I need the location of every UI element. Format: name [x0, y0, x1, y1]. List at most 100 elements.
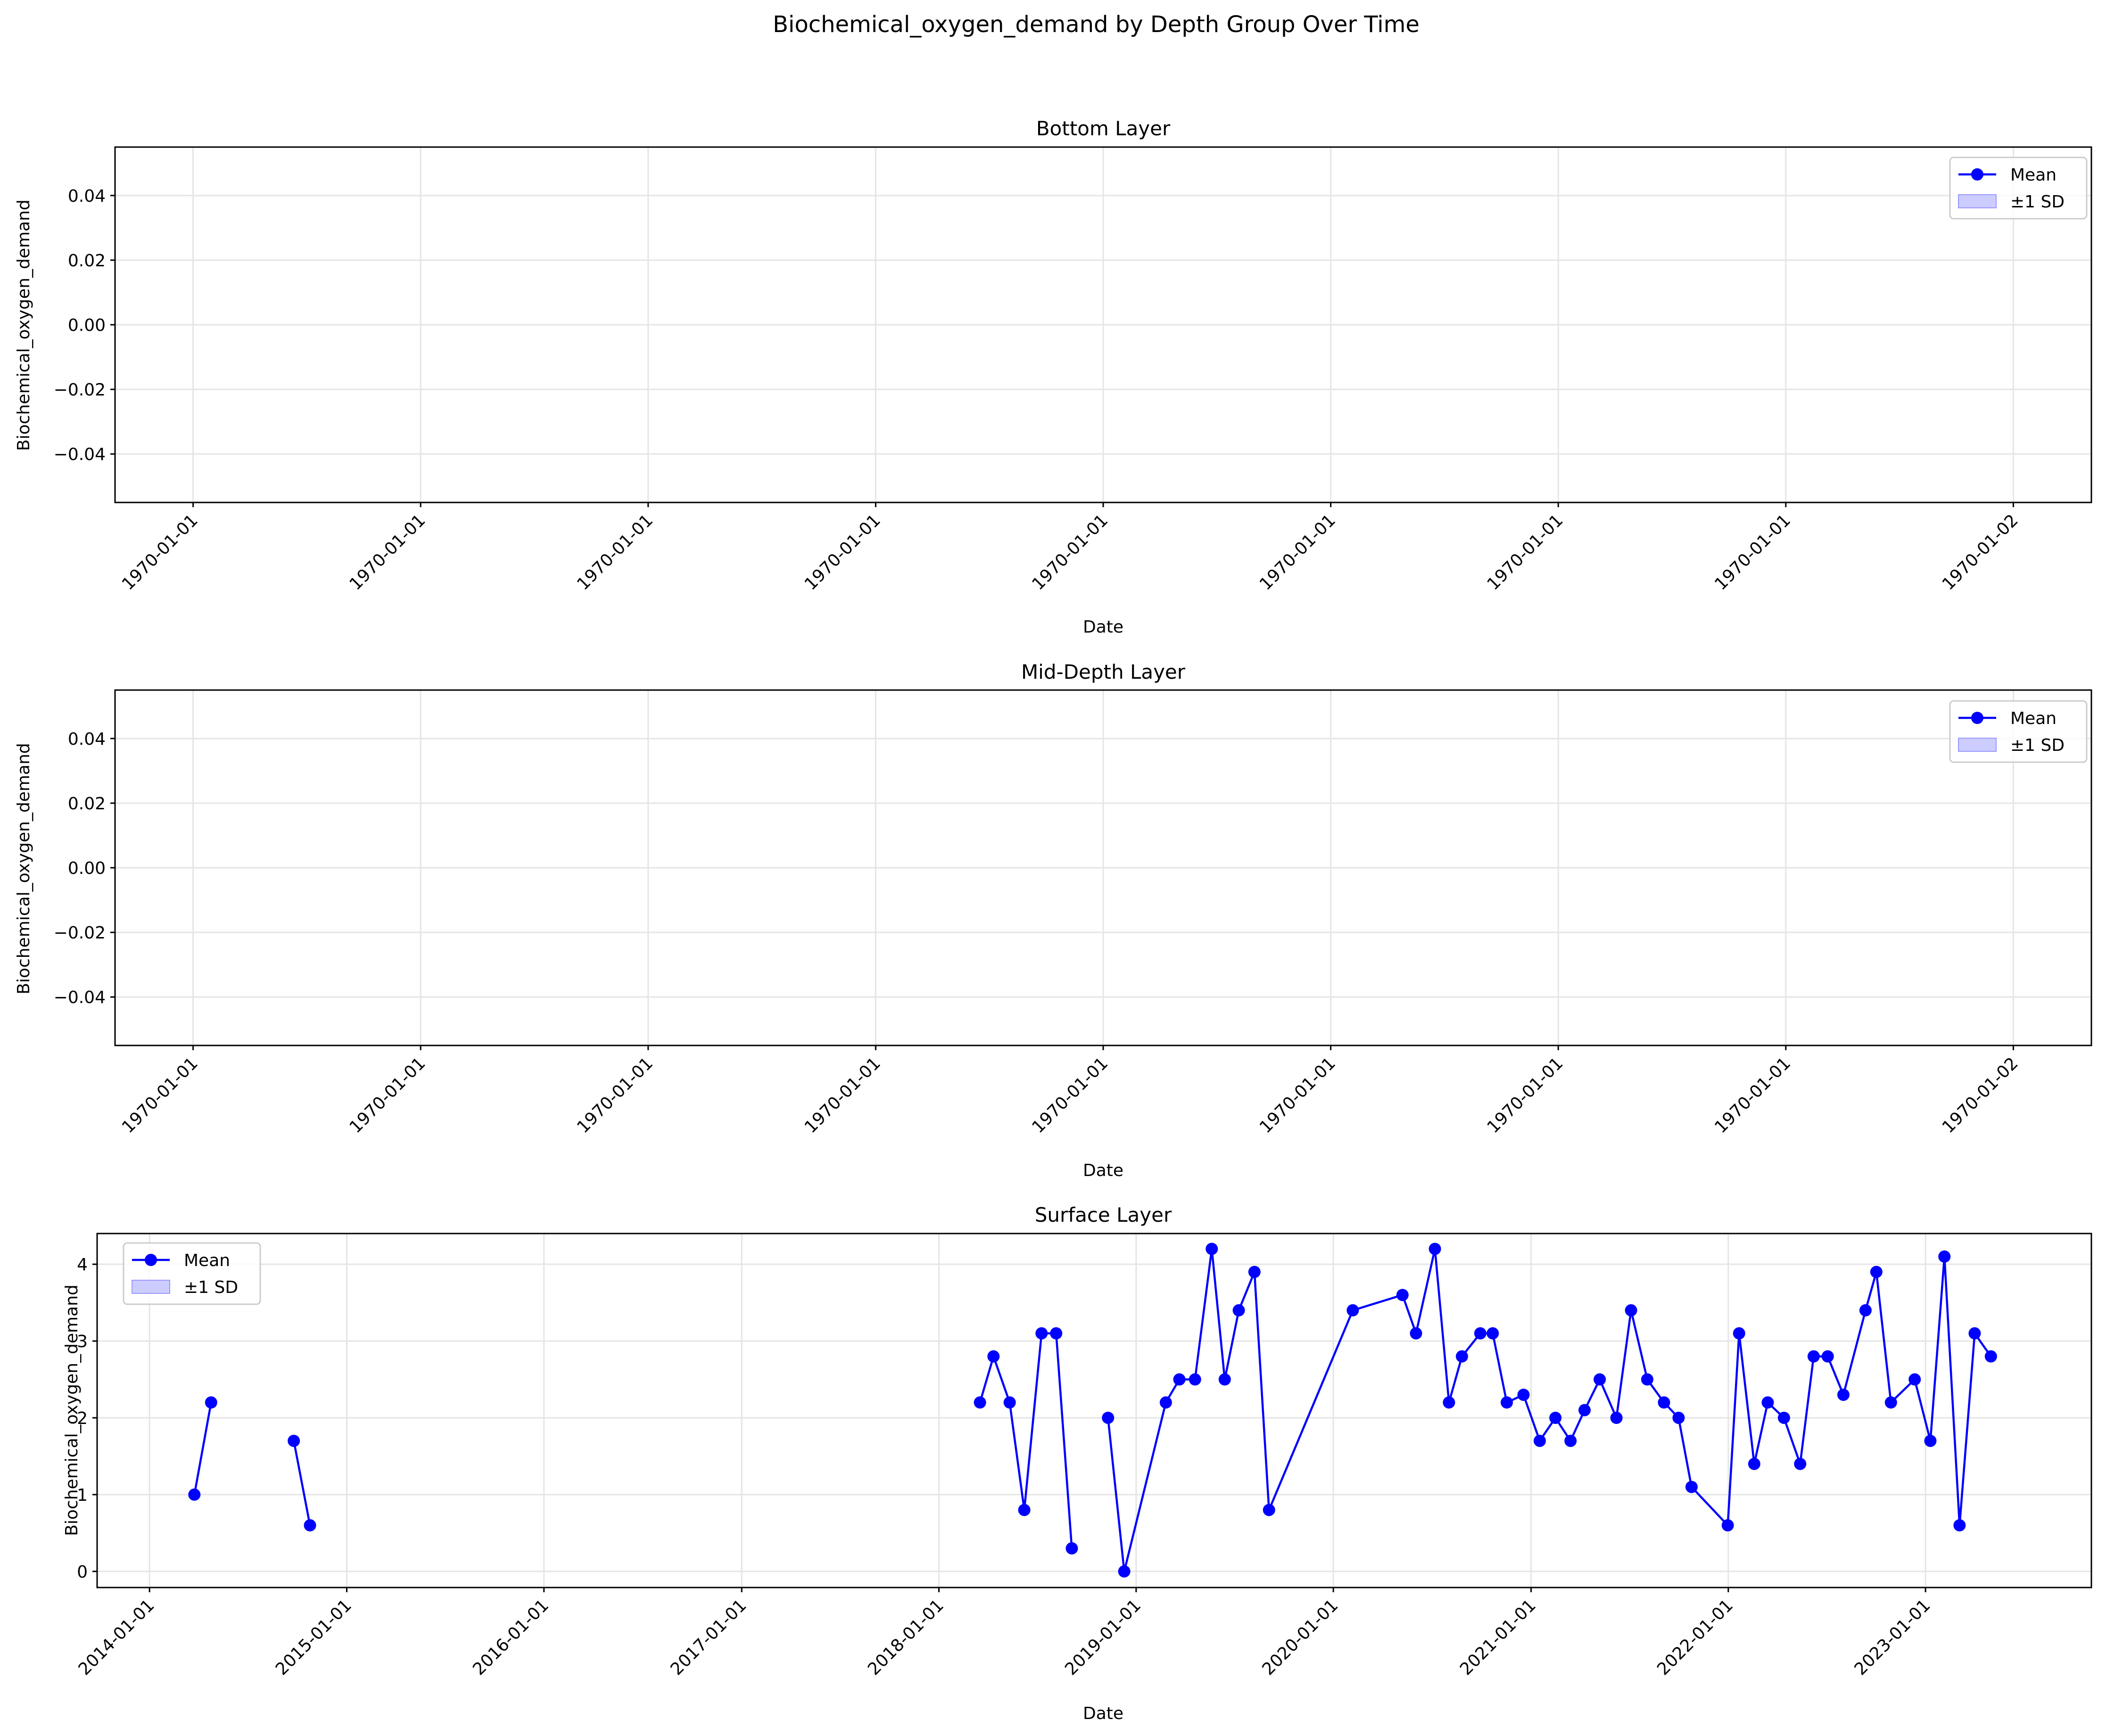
data-point: [1938, 1250, 1951, 1263]
data-point: [1346, 1304, 1359, 1316]
plot-area: −0.04 −0.02 0.00 0.02 0.04 1970-01-01 1970-01-…: [54, 689, 2092, 1137]
x-tick-label: 1970-01-01: [1256, 1053, 1339, 1137]
legend-band-swatch: [1958, 738, 1997, 752]
data-point: [1721, 1519, 1734, 1532]
panel-surface-layer: Surface Layer Date Biochemical_oxygen_de…: [62, 1203, 2092, 1723]
data-point: [1594, 1373, 1606, 1386]
data-point: [1625, 1304, 1637, 1316]
x-tick-label: 1970-01-01: [118, 1053, 202, 1137]
legend-marker-swatch: [1971, 168, 1983, 181]
data-point: [1777, 1411, 1790, 1424]
y-tick-label: 3: [77, 1332, 88, 1351]
x-tick-label: 2023-01-01: [1851, 1596, 1934, 1679]
data-point: [1859, 1304, 1872, 1316]
data-point: [1578, 1404, 1591, 1416]
legend-label-mean: Mean: [184, 1251, 230, 1270]
y-tick-label: 2: [77, 1409, 88, 1428]
x-tick-label: 2017-01-01: [667, 1596, 751, 1679]
x-tick-label: 2016-01-01: [469, 1596, 553, 1679]
data-point: [1837, 1389, 1850, 1401]
data-point: [1672, 1411, 1685, 1424]
data-point: [1102, 1411, 1115, 1424]
x-tick-label: 1970-01-01: [573, 1053, 657, 1137]
panel-title: Surface Layer: [1035, 1203, 1172, 1226]
y-tick-label: 0.02: [68, 251, 106, 271]
data-point: [1953, 1519, 1966, 1532]
data-point: [1487, 1327, 1499, 1340]
y-tick-label: −0.02: [54, 380, 106, 400]
data-point: [1733, 1327, 1745, 1340]
data-point: [1065, 1542, 1078, 1555]
data-point: [1641, 1373, 1653, 1386]
y-tick-label: 0: [77, 1563, 88, 1582]
data-point: [1035, 1327, 1048, 1340]
data-point: [1050, 1327, 1063, 1340]
legend-label-sd: ±1 SD: [2010, 192, 2065, 212]
panel-title: Mid-Depth Layer: [1021, 660, 1186, 683]
y-tick-label: 1: [77, 1486, 88, 1505]
plot-area: −0.04 −0.02 0.00 0.02 0.04 1970-01-01 1970-01-…: [54, 146, 2092, 594]
x-tick-label: 1970-01-01: [1711, 1053, 1794, 1137]
data-point: [1189, 1373, 1201, 1386]
data-point: [1455, 1350, 1468, 1363]
legend-label-sd: ±1 SD: [2010, 736, 2065, 755]
x-tick-label: 1970-01-01: [1256, 510, 1339, 594]
plot-frame: [96, 1233, 2092, 1588]
legend-label-sd: ±1 SD: [184, 1278, 238, 1297]
x-tick-label: 2022-01-01: [1653, 1596, 1737, 1679]
data-point: [1263, 1504, 1275, 1516]
data-point: [1206, 1242, 1218, 1255]
data-point: [1761, 1396, 1774, 1409]
x-tick-label: 1970-01-01: [1484, 510, 1567, 594]
legend-marker-swatch: [145, 1254, 157, 1266]
figure-suptitle: Biochemical_oxygen_demand by Depth Group…: [773, 11, 1420, 38]
x-axis-label: Date: [1083, 1704, 1123, 1723]
data-point: [1748, 1457, 1760, 1470]
y-tick-label: 4: [77, 1255, 88, 1275]
data-point: [1517, 1389, 1530, 1401]
data-point: [205, 1396, 217, 1409]
data-point: [1410, 1327, 1422, 1340]
legend: Mean ±1 SD: [123, 1242, 261, 1305]
y-axis-label: Biochemical_oxygen_demand: [14, 743, 33, 995]
mean-series-line: [292, 1440, 311, 1526]
x-tick-label: 2014-01-01: [75, 1596, 158, 1679]
panel-bottom-layer: Bottom Layer Date Biochemical_oxygen_dem…: [14, 117, 2092, 637]
data-point: [1159, 1396, 1172, 1409]
data-point: [1924, 1434, 1937, 1447]
y-axis-label: Biochemical_oxygen_demand: [62, 1284, 82, 1536]
x-axis-label: Date: [1083, 617, 1123, 637]
data-point: [1658, 1396, 1670, 1409]
x-tick-label: 2018-01-01: [864, 1596, 948, 1679]
legend: Mean ±1 SD: [1949, 700, 2088, 763]
data-point: [1549, 1411, 1562, 1424]
legend-band-swatch: [132, 1280, 170, 1294]
data-point: [987, 1350, 1000, 1363]
x-tick-label: 1970-01-01: [1028, 510, 1112, 594]
legend-label-mean: Mean: [2010, 165, 2056, 185]
panel-mid-depth-layer: Mid-Depth Layer Date Biochemical_oxygen_…: [14, 660, 2092, 1180]
x-tick-label: 2015-01-01: [272, 1596, 355, 1679]
legend-label-mean: Mean: [2010, 709, 2056, 728]
x-tick-label: 1970-01-02: [1939, 1053, 2022, 1137]
data-point: [1232, 1304, 1245, 1316]
legend: Mean ±1 SD: [1949, 156, 2088, 220]
y-axis-label: Biochemical_oxygen_demand: [14, 199, 33, 451]
x-tick-label: 1970-01-01: [1028, 1053, 1112, 1137]
mean-series-line: [1107, 1248, 1992, 1573]
data-point: [1396, 1289, 1409, 1301]
data-point: [974, 1396, 986, 1409]
data-point: [1533, 1434, 1546, 1447]
data-point: [1870, 1266, 1883, 1278]
data-point: [1794, 1457, 1807, 1470]
data-point: [1173, 1373, 1186, 1386]
data-point: [288, 1434, 300, 1447]
data-point: [1118, 1565, 1131, 1578]
data-point: [1610, 1411, 1623, 1424]
data-point: [1248, 1266, 1261, 1278]
panel-title: Bottom Layer: [1036, 117, 1171, 140]
plot-area: 0 1 2 3 4 2014-01-01 2015-01-01 2016-01-01 2017-…: [75, 1233, 2092, 1679]
data-point: [1821, 1350, 1834, 1363]
mean-series-line: [193, 1402, 213, 1495]
